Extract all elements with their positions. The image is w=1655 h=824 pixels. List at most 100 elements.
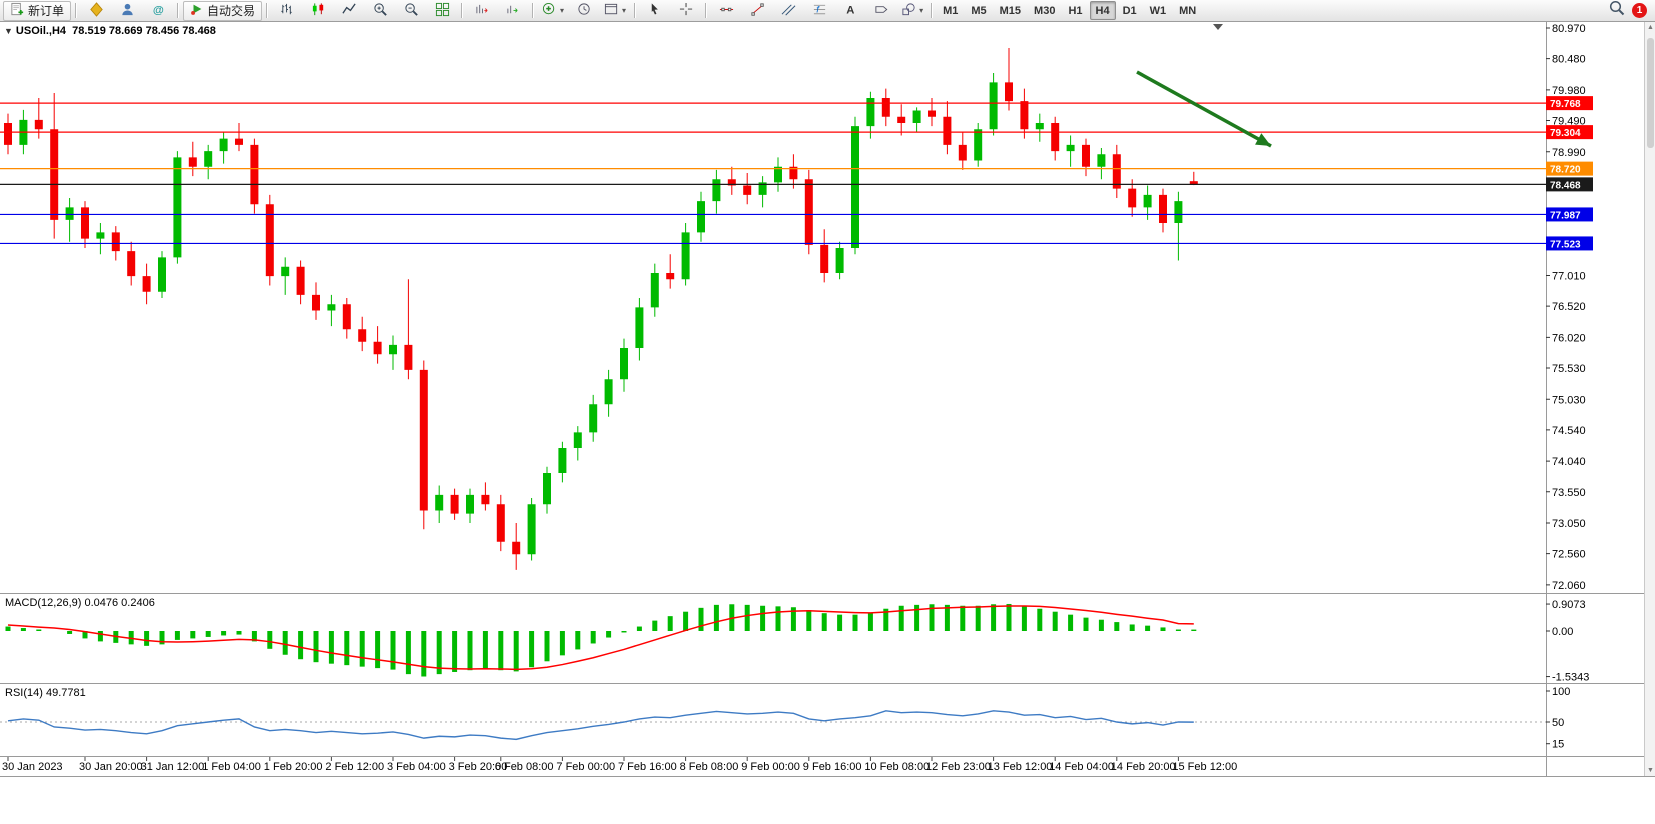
one-click-trading-toggle[interactable]: ▼ — [4, 26, 13, 36]
candle — [419, 360, 428, 530]
crosshair-button[interactable] — [671, 1, 701, 21]
vertical-scrollbar[interactable]: ▲ ▼ — [1644, 22, 1655, 776]
line-chart-icon — [341, 2, 357, 20]
price-tick-label: 80.970 — [1552, 23, 1586, 35]
price-tick-label: 79.490 — [1552, 116, 1586, 128]
candle — [558, 441, 567, 483]
period-button[interactable] — [569, 1, 599, 21]
candle — [866, 91, 875, 139]
time-tick-label: 13 Feb 12:00 — [988, 761, 1053, 773]
autotrading-button[interactable]: 自动交易 — [183, 0, 263, 21]
candle — [851, 116, 859, 255]
scroll-down-icon[interactable]: ▼ — [1647, 767, 1654, 774]
notification-badge[interactable]: 1 — [1632, 3, 1647, 18]
zoom-out-button[interactable] — [396, 1, 426, 21]
timeframe-button-m30[interactable]: M30 — [1034, 4, 1056, 17]
chart-shift-marker[interactable] — [1213, 24, 1223, 30]
candle — [235, 123, 243, 152]
webtrader-button[interactable]: @ — [143, 1, 173, 21]
scroll-up-icon[interactable]: ▲ — [1647, 24, 1654, 31]
time-tick-label: 6 Feb 08:00 — [495, 761, 554, 773]
timeframe-button-h1[interactable]: H1 — [1068, 4, 1083, 17]
timeframe-button-d1[interactable]: D1 — [1122, 4, 1137, 17]
add-indicator-button[interactable]: ▾ — [538, 1, 568, 21]
line-chart-button[interactable] — [334, 1, 364, 21]
tile-windows-button[interactable] — [427, 1, 457, 21]
timeframe-button-m1[interactable]: M1 — [943, 4, 959, 17]
rsi-indicator-label: RSI(14) 49.7781 — [5, 687, 86, 699]
chart-title: ▼ USOil.,H4 78.519 78.669 78.456 78.468 — [4, 25, 216, 37]
candle — [620, 338, 628, 392]
horizontal-line-button[interactable] — [711, 1, 741, 21]
mql-market-button[interactable] — [81, 1, 111, 21]
webtrader-icon: @ — [151, 2, 166, 20]
price-tick-label: 75.530 — [1552, 363, 1586, 375]
candle — [681, 223, 690, 286]
candle — [881, 88, 890, 127]
price-tick-label: 80.480 — [1552, 54, 1586, 66]
candle — [697, 191, 705, 242]
text-tool-icon: A — [843, 2, 858, 20]
candle — [1174, 191, 1183, 261]
candle — [958, 132, 967, 170]
macd-indicator-label: MACD(12,26,9) 0.0476 0.2406 — [5, 597, 155, 609]
candle — [1097, 148, 1106, 180]
bar-chart-button[interactable] — [272, 1, 302, 21]
time-tick-label: 12 Feb 23:00 — [926, 761, 991, 773]
crosshair-icon — [679, 2, 694, 20]
candle — [1082, 138, 1090, 177]
candle — [1159, 188, 1167, 233]
trend-arrow[interactable] — [1136, 70, 1272, 148]
price-tag-label: 78.468 — [1550, 180, 1581, 191]
search-icon[interactable] — [1609, 0, 1625, 21]
template-button[interactable]: ▾ — [600, 1, 630, 21]
candle — [127, 241, 136, 286]
macd-axis-label: 0.9073 — [1552, 599, 1586, 611]
channel-button[interactable] — [773, 1, 803, 21]
horizontal-lines[interactable] — [0, 102, 1546, 245]
chart-shift-button[interactable] — [467, 1, 497, 21]
candlestick-chart-button[interactable] — [303, 1, 333, 21]
trend-line-button[interactable] — [742, 1, 772, 21]
toolbar-separator — [461, 3, 464, 18]
mql-market-icon — [89, 1, 104, 20]
fibonacci-button[interactable]: f — [804, 1, 834, 21]
label-tool-button[interactable] — [866, 1, 896, 21]
price-tick-label: 72.060 — [1552, 580, 1586, 592]
timeframe-group: M1 M5 M15 M30 H1 H4 D1 W1 MN — [937, 1, 1202, 20]
profile-button[interactable] — [112, 1, 142, 21]
channel-icon — [781, 2, 796, 20]
candle — [774, 157, 782, 192]
price-axis[interactable]: 80.970 80.480 79.980 79.490 78.990 77.010 76.5… — [1546, 23, 1586, 592]
svg-text:A: A — [846, 4, 854, 16]
text-tool-button[interactable]: A — [835, 1, 865, 21]
timeframe-button-m15[interactable]: M15 — [999, 4, 1022, 17]
candle — [312, 282, 320, 320]
zoom-in-icon — [373, 2, 388, 20]
candle — [1066, 135, 1075, 167]
timeframe-button-w1[interactable]: W1 — [1149, 4, 1167, 17]
price-tag-label: 79.768 — [1550, 99, 1581, 110]
timeframe-button-h4[interactable]: H4 — [1089, 1, 1116, 20]
new-order-button[interactable]: 新订单 — [3, 0, 72, 21]
timeframe-button-m5[interactable]: M5 — [971, 4, 987, 17]
time-tick-label: 7 Feb 00:00 — [556, 761, 615, 773]
price-tick-label: 76.520 — [1552, 301, 1586, 313]
candle — [173, 151, 182, 264]
cursor-button[interactable] — [640, 1, 670, 21]
horizontal-line-icon — [719, 2, 734, 20]
price-tick-label: 74.040 — [1552, 456, 1586, 468]
scrollbar-thumb[interactable] — [1647, 38, 1654, 148]
timeframe-button-mn[interactable]: MN — [1179, 4, 1197, 17]
zoom-in-button[interactable] — [365, 1, 395, 21]
add-indicator-icon — [542, 2, 557, 20]
shapes-button[interactable]: ▾ — [897, 1, 927, 21]
autotrading-label: 自动交易 — [207, 4, 256, 18]
time-tick-label: 15 Feb 12:00 — [1172, 761, 1237, 773]
candle — [142, 263, 151, 305]
auto-scroll-button[interactable] — [498, 1, 528, 21]
rsi-name: RSI(14) — [5, 687, 43, 699]
rsi-line — [7, 710, 1194, 741]
